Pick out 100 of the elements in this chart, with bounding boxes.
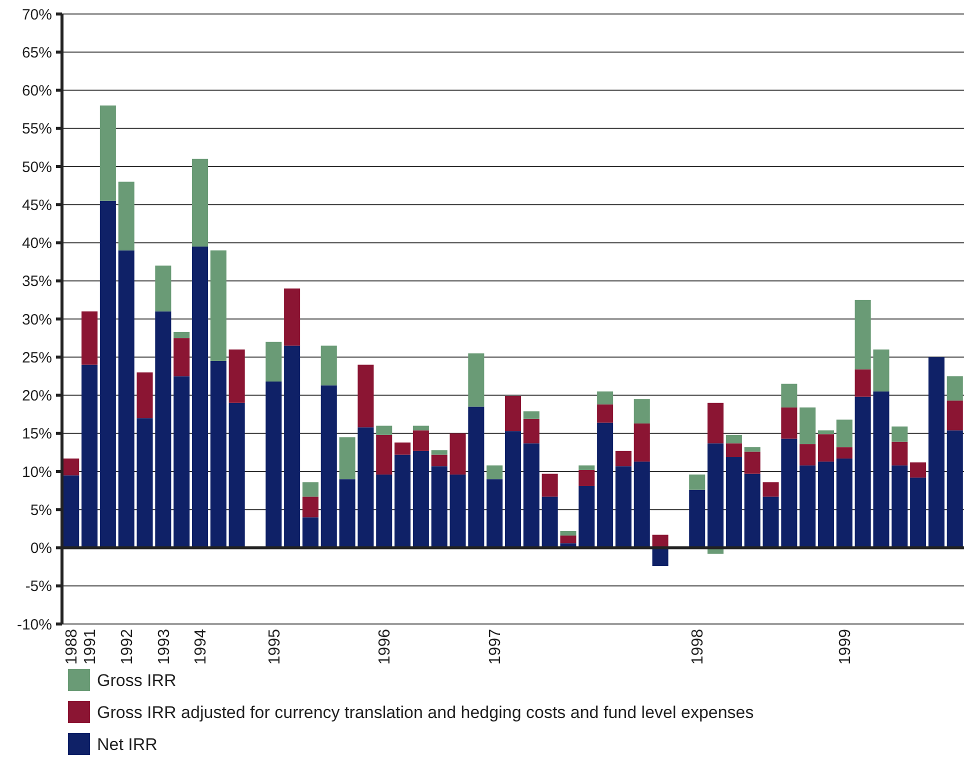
bar: [210, 250, 226, 361]
bar: [726, 457, 742, 548]
bar: [284, 346, 300, 548]
bar: [910, 462, 926, 478]
bar: [155, 266, 172, 312]
bar: [376, 426, 392, 435]
bar: [523, 418, 540, 444]
bar: [358, 427, 374, 548]
bar: [174, 376, 190, 548]
bar: [542, 474, 558, 497]
bar: [100, 200, 116, 548]
bar: [892, 426, 908, 442]
bar: [504, 396, 522, 432]
bar: [634, 462, 650, 548]
x-tick-label: 1993: [156, 628, 173, 665]
bar: [597, 422, 614, 548]
bar: [892, 465, 908, 548]
bar: [376, 474, 392, 548]
bar: [836, 420, 852, 448]
bar: [818, 434, 834, 462]
bar: [412, 430, 429, 451]
bar: [136, 418, 153, 548]
bar: [542, 496, 558, 548]
bar: [597, 391, 614, 404]
bar: [762, 496, 779, 548]
bar: [560, 536, 576, 544]
y-tick-label: -10%: [16, 616, 52, 634]
bar: [523, 411, 540, 419]
bar: [652, 548, 668, 566]
bar: [800, 465, 816, 548]
y-tick-label: 40%: [22, 235, 52, 252]
bar: [302, 517, 318, 548]
bar: [818, 430, 834, 434]
bar: [412, 426, 429, 430]
bar: [873, 391, 890, 548]
bar: [560, 530, 576, 536]
x-tick-label: 1999: [837, 628, 854, 665]
bar: [358, 364, 374, 428]
y-tick-label: 60%: [22, 82, 52, 100]
bar: [450, 433, 466, 475]
bar: [412, 450, 429, 548]
bar: [892, 442, 908, 466]
bar: [394, 454, 411, 548]
bar: [928, 357, 944, 548]
bar: [155, 311, 172, 548]
bar: [320, 346, 337, 386]
bar: [726, 434, 742, 444]
bar: [486, 479, 503, 548]
y-tick-label: 35%: [22, 273, 52, 290]
bar: [800, 407, 816, 444]
bar: [100, 106, 116, 201]
bar: [468, 353, 484, 407]
bar: [781, 438, 798, 548]
bar: [946, 430, 963, 548]
y-tick-label: 15%: [22, 426, 52, 443]
y-tick-label: 55%: [22, 120, 52, 138]
bar: [339, 479, 356, 548]
bar: [689, 474, 706, 490]
bar: [174, 332, 190, 338]
bar: [744, 452, 760, 474]
y-tick-label: 70%: [22, 6, 52, 24]
bar: [854, 369, 871, 397]
bar: [431, 450, 448, 455]
bar: [781, 407, 798, 439]
bar: [634, 399, 650, 424]
bar: [118, 182, 134, 250]
legend-label: Gross IRR adjusted for currency translation and hedging costs and fund level expenses: [97, 702, 754, 722]
bar: [376, 434, 392, 475]
bar: [946, 376, 963, 401]
bar: [836, 447, 852, 459]
y-tick-label: 10%: [22, 464, 52, 481]
bar: [946, 400, 963, 430]
bar: [82, 311, 98, 365]
bar: [431, 466, 448, 548]
bar: [854, 396, 871, 548]
x-tick-label: 1997: [487, 628, 504, 665]
bar: [192, 246, 208, 548]
bar: [615, 466, 632, 548]
bar: [174, 338, 190, 376]
bar: [504, 431, 522, 548]
bar: [910, 478, 926, 548]
bar: [744, 447, 760, 452]
bar: [597, 404, 614, 423]
bar: [63, 458, 80, 476]
bar: [302, 496, 318, 518]
bar: [854, 300, 871, 370]
bar: [228, 350, 245, 403]
bar: [450, 474, 466, 548]
bar: [873, 350, 890, 392]
bar: [578, 465, 595, 470]
y-tick-label: 25%: [22, 349, 52, 366]
bar: [302, 482, 318, 497]
bar: [339, 437, 356, 480]
y-tick-label: 45%: [22, 196, 52, 214]
y-tick-label: 20%: [22, 388, 52, 404]
x-tick-label: 1998: [690, 628, 707, 665]
bar: [136, 372, 153, 418]
bar: [228, 402, 245, 548]
y-tick-label: 50%: [22, 158, 52, 176]
bar: [744, 474, 760, 548]
